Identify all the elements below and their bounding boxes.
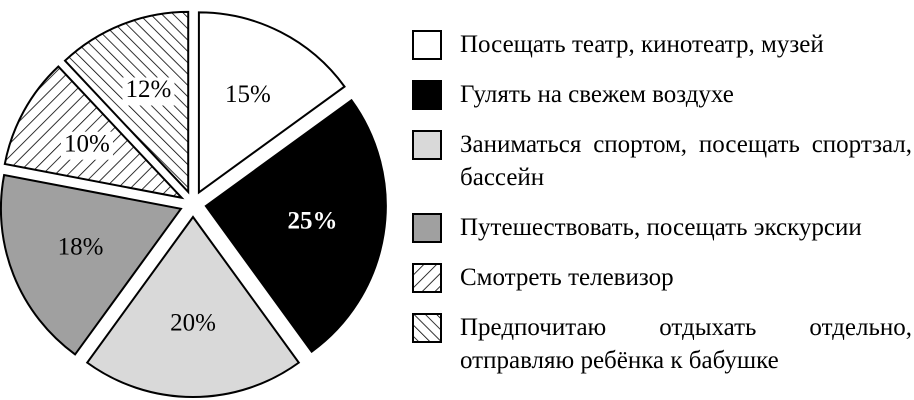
- pie-slice: [0, 173, 183, 356]
- value-label: 20%: [170, 310, 216, 337]
- legend-label: Путешествовать, посещать экскурсии: [460, 214, 862, 241]
- value-label: 18%: [58, 233, 104, 260]
- value-label: 12%: [126, 76, 172, 103]
- pie-slice: [204, 98, 387, 354]
- legend-swatch: [412, 313, 442, 343]
- swatch: [412, 263, 442, 293]
- legend-label: Посещать театр, кинотеатр, музей: [460, 31, 824, 58]
- swatch: [412, 213, 442, 243]
- pie-slice: [197, 11, 346, 195]
- swatch: [412, 130, 442, 160]
- swatch: [412, 30, 442, 60]
- legend-entry: Гулять на свежем воздухе: [412, 78, 912, 111]
- legend-entry: Смотреть телевизор: [412, 261, 912, 294]
- value-label: 10%: [64, 130, 110, 157]
- value-label: 15%: [225, 81, 271, 108]
- legend-entry: Заниматься спортом, посещать спортзал, б…: [412, 128, 912, 194]
- legend-label: Гулять на свежем воздухе: [460, 81, 734, 108]
- legend-entry: Путешествовать, посещать экскурсии: [412, 211, 912, 244]
- legend-swatch: [412, 263, 442, 293]
- label-backdrop: [122, 77, 175, 106]
- swatch: [412, 80, 442, 110]
- legend: Посещать театр, кинотеатр, музей Гулять н…: [412, 28, 912, 377]
- legend-swatch: [412, 213, 442, 243]
- label-backdrop: [60, 131, 113, 160]
- swatch: [412, 313, 442, 343]
- legend-entry: Посещать театр, кинотеатр, музей: [412, 28, 912, 61]
- legend-label: Предпочитаю отдыхать отдельно, отправляю…: [460, 314, 912, 374]
- legend-swatch: [412, 130, 442, 160]
- chart: 15% 25% 20% 18% 10% 12%: [0, 10, 387, 398]
- value-label: 25%: [288, 208, 338, 235]
- legend-swatch: [412, 30, 442, 60]
- legend-label: Заниматься спортом, посещать спортзал, б…: [460, 131, 912, 191]
- legend-label: Смотреть телевизор: [460, 264, 674, 291]
- legend-swatch: [412, 80, 442, 110]
- pie-slice: [85, 215, 301, 398]
- legend-entry: Предпочитаю отдыхать отдельно, отправляю…: [412, 311, 912, 377]
